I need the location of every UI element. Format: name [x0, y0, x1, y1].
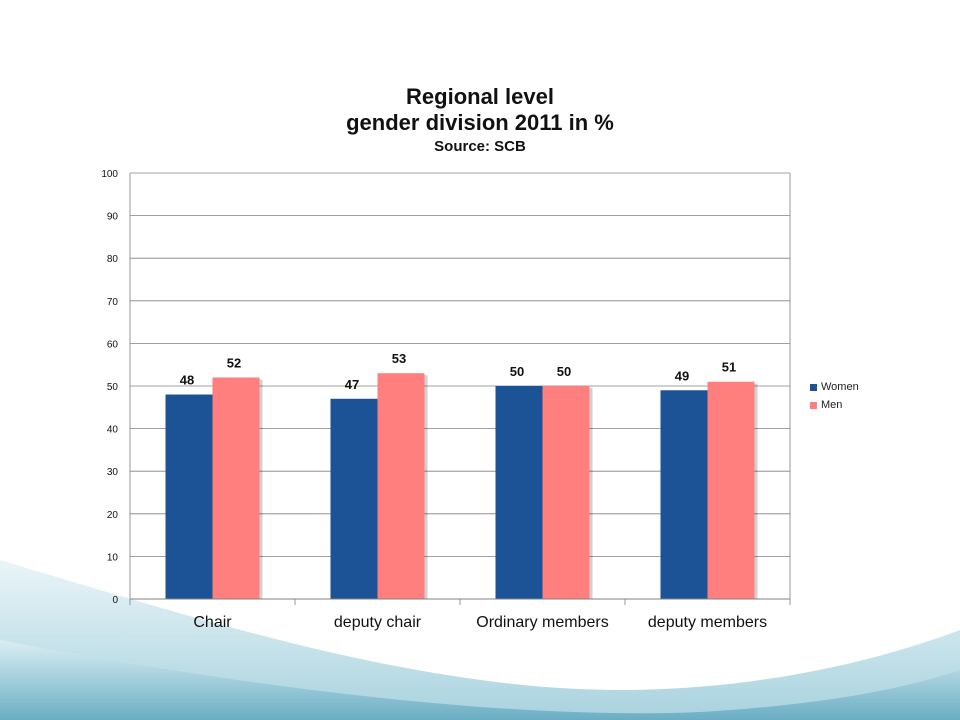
data-labels: 48 52 47 53 50 50 49 51	[180, 351, 736, 392]
chart-title-line-1: Regional level	[406, 84, 554, 109]
bar-women	[495, 386, 543, 599]
data-label: 51	[722, 360, 736, 375]
bar-women	[165, 394, 213, 599]
data-label: 49	[675, 368, 689, 383]
legend: Women Men	[810, 378, 859, 414]
data-label: 50	[510, 364, 524, 379]
x-tick-label: deputy members	[648, 614, 767, 631]
y-axis-ticks: 0 10 20 30 40 50 60 70 80 90 100	[101, 169, 118, 606]
legend-item-women: Women	[810, 378, 859, 396]
y-tick-label: 60	[107, 339, 119, 350]
y-tick-label: 40	[107, 425, 119, 436]
bar-men	[707, 381, 755, 599]
y-tick-label: 90	[107, 212, 119, 223]
x-tick-label: Chair	[193, 614, 232, 631]
legend-item-men: Men	[810, 396, 859, 414]
y-tick-label: 50	[107, 382, 119, 393]
legend-label-women: Women	[821, 381, 859, 393]
y-tick-label: 70	[107, 297, 119, 308]
data-label: 47	[345, 377, 359, 392]
data-label: 50	[557, 364, 571, 379]
bar-men	[377, 373, 425, 599]
x-axis-ticks: Chair deputy chair Ordinary members deputy …	[129, 598, 791, 631]
legend-label-men: Men	[821, 399, 843, 411]
y-tick-label: 20	[107, 510, 119, 521]
bar-women	[330, 398, 378, 599]
bottom-wave-dark	[0, 640, 960, 720]
x-tick-label: deputy chair	[334, 614, 422, 631]
bars	[165, 373, 758, 599]
chart-title-line-2: gender division 2011 in %	[346, 110, 614, 135]
bar-women	[660, 390, 708, 599]
data-label: 53	[392, 351, 406, 366]
y-tick-label: 30	[107, 467, 119, 478]
bar-men	[212, 377, 260, 599]
y-tick-label: 0	[112, 595, 118, 606]
legend-swatch-women	[810, 383, 817, 391]
chart-subtitle-source: Source: SCB	[434, 138, 526, 155]
x-tick-label: Ordinary members	[476, 614, 608, 631]
bottom-wave-light	[0, 560, 960, 720]
y-tick-label: 10	[107, 552, 119, 563]
y-tick-label: 100	[101, 169, 118, 180]
y-tick-label: 80	[107, 254, 119, 265]
data-label: 52	[227, 355, 241, 370]
legend-swatch-men	[810, 401, 817, 409]
data-label: 48	[180, 373, 194, 388]
bar-men	[542, 386, 590, 599]
